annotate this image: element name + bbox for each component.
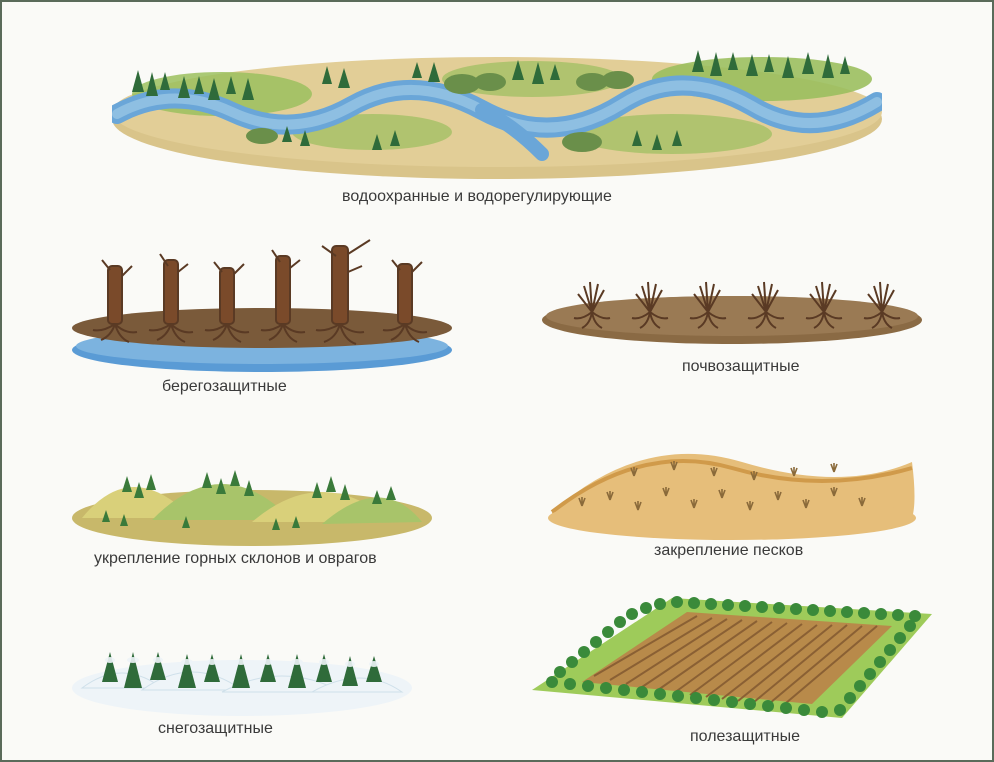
panel-slopes	[72, 418, 432, 548]
caption-soil-protective: почвозащитные	[682, 358, 799, 376]
caption-sand: закрепление песков	[654, 542, 803, 560]
panel-water-protective	[112, 24, 882, 184]
caption-slopes: укрепление горных склонов и оврагов	[94, 550, 377, 568]
caption-snow: снегозащитные	[158, 720, 273, 738]
illustration-sand	[542, 402, 922, 542]
illustration-water-protective	[112, 24, 882, 184]
panel-sand	[542, 402, 922, 542]
illustration-soil-protective	[542, 248, 922, 358]
caption-bank-protective: берегозащитные	[162, 378, 287, 396]
diagram-frame: водоохранные и водорегулирующие	[0, 0, 994, 762]
caption-water-protective: водоохранные и водорегулирующие	[342, 188, 612, 206]
panel-snow	[72, 588, 412, 718]
panel-bank-protective	[72, 232, 452, 372]
panel-field	[512, 570, 942, 730]
panel-soil-protective	[542, 248, 922, 358]
caption-field: полезащитные	[690, 728, 800, 746]
illustration-field	[512, 570, 942, 730]
illustration-bank-protective	[72, 232, 452, 372]
illustration-snow	[72, 588, 412, 718]
illustration-slopes	[72, 418, 432, 548]
